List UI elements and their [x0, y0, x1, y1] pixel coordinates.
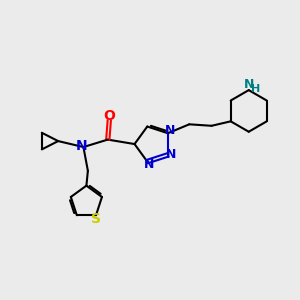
- Text: N: N: [165, 124, 175, 137]
- Text: S: S: [91, 212, 101, 226]
- Text: N: N: [144, 158, 154, 171]
- Text: O: O: [103, 109, 115, 123]
- Text: N: N: [244, 78, 254, 91]
- Text: H: H: [250, 84, 260, 94]
- Text: N: N: [76, 140, 87, 153]
- Text: N: N: [166, 148, 177, 161]
